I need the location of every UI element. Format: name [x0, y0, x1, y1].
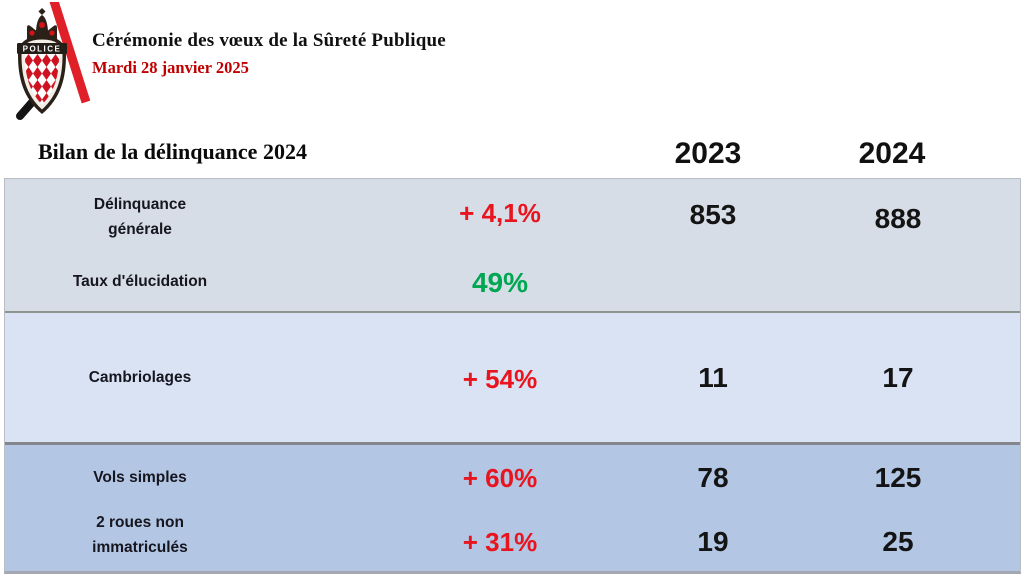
value-2023: 78	[697, 462, 729, 493]
row-label: Taux d'élucidation	[72, 273, 208, 290]
statistics-table: Délinquance générale + 4,1% 853 888 Taux…	[4, 178, 1021, 574]
value-2023: 853	[689, 199, 737, 230]
change-value: + 4,1%	[459, 198, 541, 228]
change-value: 49%	[471, 267, 529, 298]
value-2023: 11	[698, 362, 728, 393]
table-group-general	[5, 179, 1020, 311]
change-value: + 60%	[462, 463, 538, 493]
police-crest-icon: POLICE	[16, 0, 91, 120]
row-label: Cambriolages	[88, 369, 192, 386]
slide-title: Cérémonie des vœux de la Sûreté Publique	[92, 30, 446, 51]
row-label: Vols simples	[93, 469, 187, 486]
monaco-police-logo: POLICE	[6, 0, 91, 120]
value-2023: 19	[697, 526, 729, 557]
value-2024: 25	[882, 526, 914, 557]
change-value: + 54%	[462, 364, 538, 394]
section-title: Bilan de la délinquance 2024	[38, 139, 307, 164]
column-header-2024: 2024	[858, 137, 926, 170]
row-label: 2 roues non immatriculés	[92, 514, 188, 556]
row-label: Délinquance générale	[93, 196, 187, 238]
table-group-cambriolages	[5, 311, 1020, 442]
value-2024: 125	[874, 462, 922, 493]
column-header-2023: 2023	[674, 137, 742, 170]
value-2024: 17	[882, 362, 914, 393]
value-2024: 888	[874, 203, 922, 234]
change-value: + 31%	[462, 527, 538, 557]
slide-date: Mardi 28 janvier 2025	[92, 58, 249, 77]
svg-text:POLICE: POLICE	[23, 45, 62, 54]
table-group-vols	[5, 442, 1020, 571]
